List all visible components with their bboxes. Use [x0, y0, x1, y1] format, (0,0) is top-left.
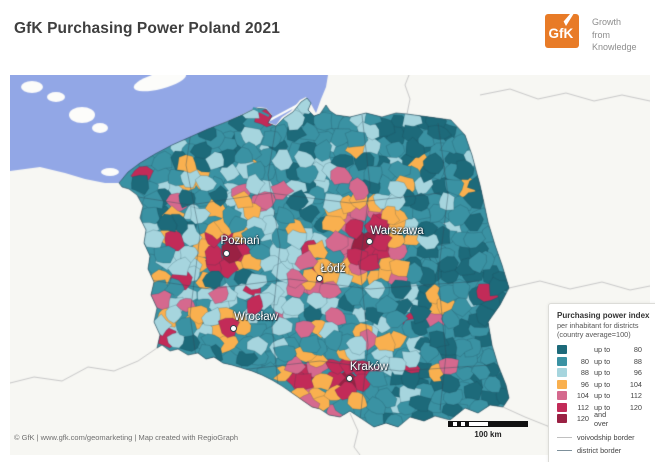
- page-title: GfK Purchasing Power Poland 2021: [14, 20, 280, 37]
- legend-subtitle: (country average=100): [557, 330, 631, 339]
- legend: Purchasing power index per inhabitant fo…: [548, 303, 655, 462]
- legend-color-swatch: [557, 379, 567, 389]
- legend-mid-text: up to: [594, 402, 611, 412]
- legend-mid-text: up to: [594, 368, 611, 378]
- legend-row: 96 up to 104: [557, 379, 655, 391]
- poland-choropleth-map: [10, 75, 650, 455]
- legend-from-value: 104: [576, 391, 589, 401]
- legend-from-value: 120: [576, 414, 589, 424]
- legend-border-row: voivodship border: [557, 431, 655, 444]
- legend-to-value: 104: [629, 379, 642, 389]
- tagline-line: Growth: [592, 17, 622, 27]
- copyright-text: © GfK | www.gfk.com/geomarketing | Map c…: [14, 433, 239, 442]
- legend-to-value: 120: [629, 402, 642, 412]
- border-label: voivodship border: [577, 432, 635, 442]
- city-label: Kraków: [349, 361, 389, 373]
- city-dot: [315, 274, 323, 282]
- city-label: Warszawa: [370, 225, 424, 237]
- header: GfK Purchasing Power Poland 2021 GfK Gro…: [0, 0, 655, 75]
- border-label: district border: [577, 445, 622, 455]
- legend-mid-text: up to: [594, 391, 611, 401]
- legend-color-swatch: [557, 368, 567, 378]
- scale-label: 100 km: [474, 430, 502, 439]
- legend-row: up to 80: [557, 344, 655, 356]
- legend-color-swatch: [557, 356, 567, 366]
- legend-row: 112 up to 120: [557, 402, 655, 414]
- legend-from-value: 80: [580, 356, 589, 366]
- legend-classes: up to 80 80 up to 88 88 up to 96 96 up to 104 104 up…: [557, 344, 655, 428]
- legend-title: Purchasing power index: [557, 311, 650, 320]
- legend-row: 120 and over: [557, 409, 655, 428]
- legend-mid-text: up to: [594, 379, 611, 389]
- svg-text:GfK: GfK: [549, 26, 574, 41]
- legend-color-swatch: [557, 391, 567, 401]
- legend-from-value: 96: [580, 379, 589, 389]
- legend-to-value: 96: [633, 368, 642, 378]
- tagline-line: from: [592, 29, 610, 40]
- scale-bar-graphic: [448, 421, 528, 427]
- legend-row: 80 up to 88: [557, 356, 655, 368]
- legend-mid-text: up to: [594, 356, 611, 366]
- city-label: Poznań: [220, 235, 260, 247]
- tagline-line: Knowledge: [592, 42, 637, 52]
- legend-from-value: 88: [580, 368, 589, 378]
- legend-border-types: voivodship border district border: [557, 431, 655, 457]
- legend-border-row: district border: [557, 444, 655, 457]
- legend-row: 104 up to 112: [557, 390, 655, 402]
- city-label: Wrocław: [234, 311, 278, 323]
- gfk-logo: GfK Growth from Knowledge: [545, 14, 637, 54]
- city-dot: [229, 324, 237, 332]
- city-label: Łódź: [320, 263, 346, 275]
- legend-color-swatch: [557, 414, 567, 424]
- legend-mid-text: up to: [594, 345, 611, 355]
- legend-row: 88 up to 96: [557, 367, 655, 379]
- legend-color-swatch: [557, 345, 567, 355]
- logo-tagline: Growth from Knowledge: [592, 14, 637, 54]
- city-dot: [345, 374, 353, 382]
- border-line-swatch: [557, 436, 572, 438]
- border-line-swatch: [557, 449, 572, 451]
- legend-mid-text: and over: [594, 409, 609, 428]
- legend-from-value: 112: [577, 402, 589, 412]
- city-dot: [222, 249, 230, 257]
- gfk-logo-icon: GfK: [545, 14, 579, 48]
- legend-to-value: 80: [633, 345, 642, 355]
- legend-color-swatch: [557, 402, 567, 412]
- legend-to-value: 88: [633, 356, 642, 366]
- map-panel: Poznań Warszawa Łódź Wrocław Kraków Purchasi…: [10, 75, 655, 462]
- scale-bar: 100 km: [448, 421, 528, 439]
- legend-subtitle: per inhabitant for districts: [557, 321, 639, 330]
- city-dot: [365, 237, 373, 245]
- legend-to-value: 112: [630, 391, 642, 401]
